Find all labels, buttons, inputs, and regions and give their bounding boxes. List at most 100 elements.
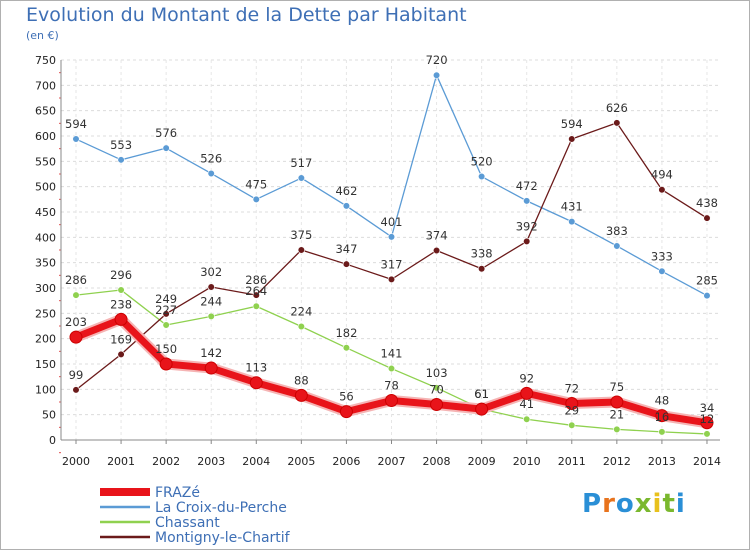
data-point <box>565 397 579 411</box>
data-label: 286 <box>245 273 267 287</box>
data-label: 401 <box>381 215 403 229</box>
data-label: 150 <box>155 342 177 356</box>
data-point <box>72 291 80 299</box>
legend-label: La Croix-du-Perche <box>155 500 287 516</box>
x-tick-label: 2001 <box>107 455 135 468</box>
data-point <box>432 71 441 79</box>
data-label: 374 <box>426 229 448 243</box>
logo-letter: i <box>675 489 686 519</box>
y-tick-label: 0 <box>49 434 56 447</box>
data-point <box>432 384 441 392</box>
series-la-croix-du-perche <box>72 71 711 300</box>
y-tick-label: 400 <box>35 231 56 244</box>
data-point <box>523 415 531 423</box>
x-tick-label: 2004 <box>242 455 270 468</box>
legend-label: Montigny-le-Chartif <box>155 530 291 546</box>
data-label: 103 <box>426 366 448 380</box>
data-point <box>475 402 489 416</box>
x-tick-label: 2002 <box>152 455 180 468</box>
data-point <box>613 119 621 127</box>
data-label: 285 <box>696 274 718 288</box>
data-label: 182 <box>335 326 357 340</box>
data-point <box>432 246 441 255</box>
y-tick-label: 650 <box>35 105 56 118</box>
y-tick-label: 150 <box>35 358 56 371</box>
data-point <box>297 246 305 254</box>
data-label: 317 <box>381 257 403 271</box>
data-label: 48 <box>655 394 670 408</box>
data-point <box>297 322 305 331</box>
data-point <box>655 409 669 423</box>
data-point <box>430 398 444 412</box>
x-tick-label: 2008 <box>423 455 451 468</box>
data-label: 720 <box>426 53 448 67</box>
data-label: 520 <box>471 155 493 169</box>
logo-letter: o <box>615 489 635 519</box>
data-label: 88 <box>294 373 309 387</box>
data-point <box>72 135 80 143</box>
data-point <box>252 302 260 310</box>
data-label: 472 <box>516 179 538 193</box>
data-point <box>162 321 170 329</box>
data-label: 227 <box>155 303 177 317</box>
data-point <box>568 421 576 429</box>
data-label: 41 <box>519 397 534 411</box>
data-label: 431 <box>561 200 583 214</box>
data-label: 553 <box>110 138 132 152</box>
data-label: 29 <box>564 403 579 417</box>
data-point <box>384 393 398 407</box>
y-tick-label: 100 <box>35 383 56 396</box>
data-point <box>520 386 534 400</box>
data-point <box>252 195 260 203</box>
data-point <box>162 310 170 318</box>
data-point <box>523 197 531 205</box>
data-label: 238 <box>110 297 132 311</box>
data-label: 56 <box>339 390 354 404</box>
data-point <box>658 267 666 275</box>
data-label: 302 <box>200 265 222 279</box>
data-label: 296 <box>110 268 132 282</box>
data-point <box>700 416 714 430</box>
data-label: 99 <box>69 368 84 382</box>
data-label: 169 <box>110 332 132 346</box>
data-point <box>114 312 128 326</box>
chart-unit-label: (en €) <box>26 29 59 42</box>
data-label: 264 <box>245 284 267 298</box>
y-tick-label: 300 <box>35 282 56 295</box>
data-label: 347 <box>335 242 357 256</box>
data-point <box>207 169 215 178</box>
data-point <box>342 344 351 352</box>
x-tick-label: 2012 <box>603 455 631 468</box>
legend-label: Chassant <box>155 515 220 531</box>
data-point <box>204 361 218 375</box>
data-point <box>387 364 396 373</box>
data-point <box>703 292 711 300</box>
data-label: 21 <box>610 407 625 421</box>
data-label: 526 <box>200 151 222 165</box>
x-tick-label: 2011 <box>558 455 586 468</box>
data-point <box>387 233 396 241</box>
data-label: 12 <box>700 412 715 426</box>
data-label: 34 <box>700 401 715 415</box>
data-label: 626 <box>606 101 628 115</box>
x-tick-label: 2010 <box>513 455 541 468</box>
data-point <box>658 428 666 436</box>
data-label: 475 <box>245 177 267 191</box>
data-label: 462 <box>335 184 357 198</box>
y-tick-label: 500 <box>35 181 56 194</box>
data-label: 92 <box>519 371 534 385</box>
x-tick-label: 2006 <box>332 455 360 468</box>
x-tick-label: 2009 <box>468 455 496 468</box>
data-point <box>523 237 531 245</box>
data-point <box>207 283 215 291</box>
data-label: 203 <box>65 315 87 329</box>
data-point <box>69 330 83 344</box>
x-tick-label: 2014 <box>693 455 721 468</box>
data-point <box>387 275 396 283</box>
data-point <box>568 218 576 226</box>
data-point <box>613 242 621 250</box>
y-tick-label: 350 <box>35 257 56 270</box>
data-point <box>162 144 170 152</box>
logo-letter: t <box>662 489 676 519</box>
